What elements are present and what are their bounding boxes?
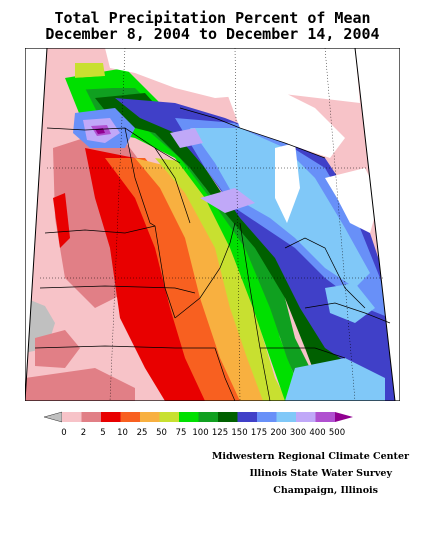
legend-swatch — [237, 412, 257, 422]
legend-swatch — [198, 412, 218, 422]
legend-tick-label: 50 — [156, 428, 167, 438]
legend-swatch — [101, 412, 121, 422]
legend-swatch — [159, 412, 179, 422]
legend-swatch — [315, 412, 335, 422]
credit-mrcc: Midwestern Regional Climate Center — [211, 451, 409, 462]
map-title-line2: December 8, 2004 to December 14, 2004 — [45, 25, 380, 43]
credit-isws: Illinois State Water Survey — [249, 468, 392, 479]
legend-tick-label: 100 — [192, 428, 208, 438]
legend-tick-label: 175 — [251, 428, 267, 438]
legend-tick-label: 2 — [81, 428, 86, 438]
legend-swatch — [276, 412, 296, 422]
legend-arrow-high — [335, 412, 353, 422]
legend-arrow-low — [43, 411, 63, 423]
legend-tick-label: 25 — [137, 428, 148, 438]
legend-swatch — [179, 412, 199, 422]
precipitation-map — [25, 48, 400, 401]
legend-swatch — [218, 412, 238, 422]
legend-swatch — [62, 412, 82, 422]
legend-tick-label: 75 — [176, 428, 187, 438]
legend-tick-label: 125 — [212, 428, 228, 438]
legend-tick-label: 5 — [100, 428, 105, 438]
legend-swatch — [257, 412, 277, 422]
color-legend: 0 2 5 10 25 50 75 100 125 150 175 200 300 400 500 — [43, 411, 353, 438]
legend-tick-label: 300 — [290, 428, 306, 438]
legend-tick-label: 0 — [61, 428, 66, 438]
legend-swatch — [120, 412, 140, 422]
legend-swatch — [140, 412, 160, 422]
legend-tick-label: 10 — [117, 428, 128, 438]
legend-tick-label: 400 — [309, 428, 325, 438]
legend-swatch — [296, 412, 316, 422]
legend-tick-label: 150 — [231, 428, 247, 438]
legend-tick-label: 200 — [270, 428, 286, 438]
map-title-line1: Total Precipitation Percent of Mean — [54, 9, 371, 27]
legend-swatch — [81, 412, 101, 422]
legend-tick-label: 500 — [329, 428, 345, 438]
credit-location: Champaign, Illinois — [273, 485, 378, 496]
